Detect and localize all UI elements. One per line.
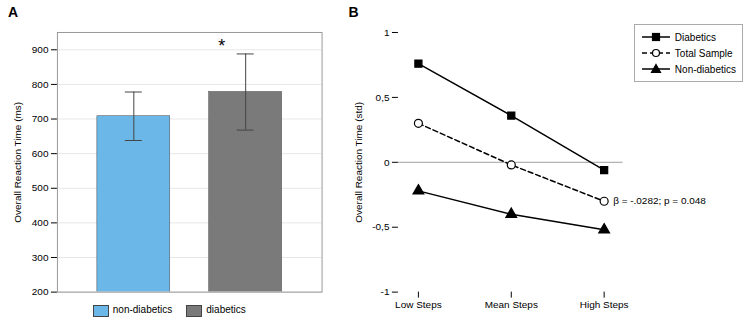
svg-text:500: 500 <box>32 182 49 193</box>
svg-text:200: 200 <box>32 286 49 297</box>
svg-text:400: 400 <box>32 217 49 228</box>
svg-text:β = -.0282; p = 0.048: β = -.0282; p = 0.048 <box>613 195 706 206</box>
svg-text:900: 900 <box>32 44 49 55</box>
svg-text:800: 800 <box>32 79 49 90</box>
html-text:Diabetics: Diabetics <box>674 31 716 43</box>
html-text:non-diabetics: non-diabetics <box>112 304 173 316</box>
svg-text:600: 600 <box>32 148 49 159</box>
svg-text:-1: -1 <box>380 286 389 297</box>
svg-text:1: 1 <box>383 27 389 38</box>
html-text:Total Sample: Total Sample <box>674 47 733 59</box>
svg-text:300: 300 <box>32 252 49 263</box>
html-text:diabetics: diabetics <box>206 304 246 316</box>
svg-text:Low Steps: Low Steps <box>395 299 442 310</box>
svg-text:0: 0 <box>383 156 389 167</box>
html-text:Non-diabetics: Non-diabetics <box>674 63 736 75</box>
svg-text:High Steps: High Steps <box>579 299 628 310</box>
html-text:B: B <box>348 4 359 20</box>
svg-text:Overall Reaction Time (ms): Overall Reaction Time (ms) <box>12 102 23 223</box>
svg-text:-0,5: -0,5 <box>372 221 390 232</box>
svg-text:700: 700 <box>32 113 49 124</box>
svg-text:0,5: 0,5 <box>375 92 389 103</box>
svg-text:*: * <box>218 36 225 56</box>
svg-text:Overall Reaction Time (std): Overall Reaction Time (std) <box>352 102 363 223</box>
html-text:A: A <box>8 4 19 20</box>
svg-text:Mean Steps: Mean Steps <box>484 299 537 310</box>
